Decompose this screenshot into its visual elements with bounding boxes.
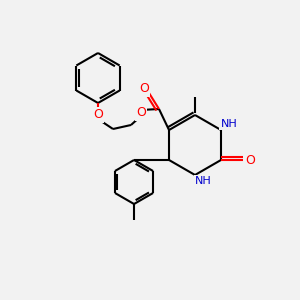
Text: O: O xyxy=(139,82,149,95)
Text: NH: NH xyxy=(195,176,212,186)
Text: O: O xyxy=(245,154,255,166)
Text: NH: NH xyxy=(220,119,237,129)
Text: O: O xyxy=(93,109,103,122)
Text: O: O xyxy=(136,106,146,119)
